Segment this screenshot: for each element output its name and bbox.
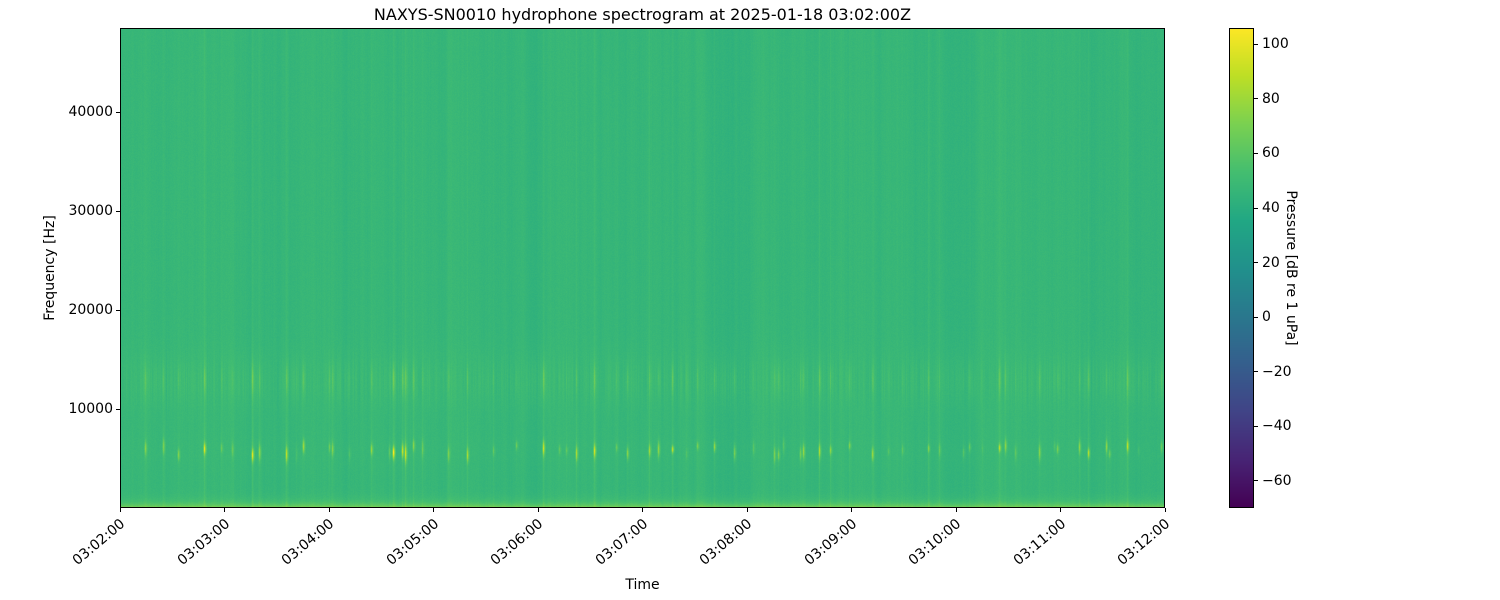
x-tick-mark [224,508,225,512]
x-axis-label: Time [625,577,660,593]
colorbar-label: Pressure [dB re 1 uPa] [1283,190,1299,346]
x-tick-label: 03:11:00 [1010,516,1069,569]
y-tick-label: 40000 [68,104,113,121]
x-tick-mark [1164,508,1166,512]
x-tick-mark [955,508,957,512]
colorbar-tick-mark [1254,43,1258,45]
colorbar-tick-label: 60 [1262,145,1280,162]
y-tick-label: 20000 [68,302,113,319]
y-tick-label: 30000 [68,203,113,220]
colorbar-tick-mark [1254,207,1258,209]
x-tick-mark [746,508,748,512]
colorbar-tick-mark [1254,425,1258,427]
colorbar-tick-mark [1254,316,1258,318]
y-tick-label: 10000 [68,401,113,418]
colorbar-tick-mark [1254,152,1258,154]
x-tick-label: 03:10:00 [905,516,965,569]
colorbar-tick-label: 40 [1262,200,1280,216]
y-tick-mark [116,210,120,212]
x-tick-label: 03:06:00 [487,516,547,569]
x-tick-label: 03:04:00 [278,516,338,569]
y-tick-mark [116,111,120,113]
x-tick-label: 03:08:00 [696,516,756,569]
colorbar-tick-mark [1254,262,1258,264]
colorbar-tick-mark [1254,371,1258,373]
x-tick-label: 03:03:00 [174,516,233,569]
colorbar-tick-label: 100 [1262,36,1289,53]
x-tick-label: 03:12:00 [1114,516,1174,569]
x-tick-mark [119,508,121,512]
x-tick-mark [851,508,852,512]
y-tick-mark [116,408,120,410]
colorbar-tick-label: 0 [1262,309,1271,326]
x-tick-label: 03:09:00 [801,516,860,569]
colorbar-gradient [1229,28,1254,508]
colorbar-tick-label: 20 [1262,254,1280,271]
colorbar-tick-label: −20 [1262,363,1292,380]
colorbar-tick-label: −40 [1262,418,1292,435]
colorbar-tick-mark [1254,98,1258,100]
x-tick-mark [433,508,434,512]
colorbar-tick-label: 80 [1262,90,1280,107]
chart-title: NAXYS-SN0010 hydrophone spectrogram at 2… [373,5,912,24]
x-tick-label: 03:07:00 [592,516,651,569]
x-tick-label: 03:02:00 [69,516,129,569]
y-tick-mark [116,309,120,311]
x-tick-label: 03:05:00 [383,516,442,569]
x-tick-mark [642,508,643,512]
y-axis-label: Frequency [Hz] [42,215,58,321]
colorbar-tick-mark [1254,480,1258,482]
spectrogram-image [120,28,1165,508]
colorbar-tick-label: −60 [1262,472,1292,489]
x-tick-mark [328,508,330,512]
x-tick-mark [1060,508,1061,512]
x-tick-mark [537,508,539,512]
